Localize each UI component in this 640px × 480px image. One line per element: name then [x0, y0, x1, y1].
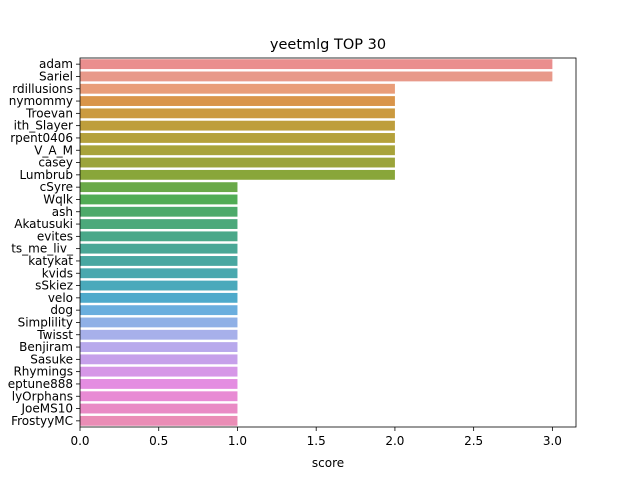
bar-8 — [80, 157, 395, 168]
y-tick-label: ith_Slayer — [14, 119, 73, 133]
y-tick-label: Troevan — [25, 106, 73, 120]
y-tick-label: Wqlk — [43, 192, 73, 206]
bar-7 — [80, 145, 395, 156]
y-tick-label: FrostyyMC — [11, 414, 73, 428]
plot-frame — [79, 57, 577, 428]
bar-28 — [80, 403, 238, 414]
bar-15 — [80, 243, 238, 254]
bar-1 — [80, 71, 553, 82]
bar-4 — [80, 108, 395, 119]
y-tick-label: dog — [50, 303, 73, 317]
bar-22 — [80, 329, 238, 340]
bar-27 — [80, 391, 238, 402]
bar-5 — [80, 120, 395, 131]
bar-24 — [80, 354, 238, 365]
y-tick-label: kvids — [42, 266, 73, 280]
x-tick-label: 2.0 — [385, 434, 404, 448]
y-tick-label: Twisst — [36, 328, 73, 342]
bar-13 — [80, 219, 238, 229]
y-tick-label: Sasuke — [30, 352, 73, 366]
bar-3 — [80, 96, 395, 106]
bar-12 — [80, 206, 238, 217]
y-tick-label: katykat — [28, 254, 73, 268]
bar-14 — [80, 231, 238, 242]
y-tick-label: ts_me_liv_ — [11, 242, 74, 256]
y-tick-label: casey — [38, 156, 73, 170]
bar-20 — [80, 305, 238, 316]
bar-25 — [80, 366, 238, 377]
y-tick-label: rpent0406 — [10, 131, 73, 145]
y-tick-labels: adamSarielrdillusionsnymommyTroevanith_S… — [8, 57, 80, 428]
bar-17 — [80, 268, 238, 279]
x-tick-label: 3.0 — [543, 434, 562, 448]
bar-23 — [80, 342, 238, 352]
x-tick-label: 1.5 — [307, 434, 326, 448]
bar-16 — [80, 256, 238, 266]
y-tick-label: Lumbrub — [19, 168, 73, 182]
bar-0 — [80, 59, 553, 70]
y-tick-label: lyOrphans — [12, 389, 73, 403]
y-tick-label: adam — [39, 57, 73, 71]
y-tick-label: V_A_M — [34, 143, 73, 157]
bar-18 — [80, 280, 238, 291]
y-tick-label: Simplility — [18, 315, 73, 329]
y-tick-label: cSyre — [40, 180, 73, 194]
y-tick-label: velo — [48, 291, 73, 305]
bar-26 — [80, 379, 238, 389]
chart-title: yeetmlg TOP 30 — [270, 37, 386, 53]
y-tick-label: evites — [37, 229, 73, 243]
bar-6 — [80, 133, 395, 143]
bar-2 — [80, 83, 395, 94]
y-tick-label: Benjiram — [19, 340, 73, 354]
y-tick-label: ash — [52, 205, 73, 219]
axes-frame — [79, 57, 577, 428]
x-ticks: 0.0 0.5 1.0 1.5 2.0 2.5 3.0 — [70, 427, 562, 448]
bar-19 — [80, 292, 238, 303]
bar-11 — [80, 194, 238, 205]
y-tick-label: sSkiez — [35, 279, 73, 293]
y-tick-label: JoeMS10 — [20, 402, 73, 416]
y-tick-label: Rhymings — [13, 365, 73, 379]
bar-9 — [80, 169, 395, 180]
bar-29 — [80, 415, 238, 426]
y-tick-label: Akatusuki — [14, 217, 73, 231]
x-tick-label: 2.5 — [464, 434, 483, 448]
y-tick-label: eptune888 — [8, 377, 73, 391]
y-tick-label: nymommy — [9, 94, 73, 108]
x-axis-label: score — [312, 456, 344, 470]
bar-21 — [80, 317, 238, 328]
x-tick-label: 1.0 — [228, 434, 247, 448]
bar-10 — [80, 182, 238, 193]
bars-group — [80, 59, 553, 426]
y-tick-label: rdillusions — [12, 82, 73, 96]
x-tick-label: 0.5 — [149, 434, 168, 448]
x-tick-label: 0.0 — [70, 434, 89, 448]
y-tick-label: Sariel — [39, 69, 73, 83]
